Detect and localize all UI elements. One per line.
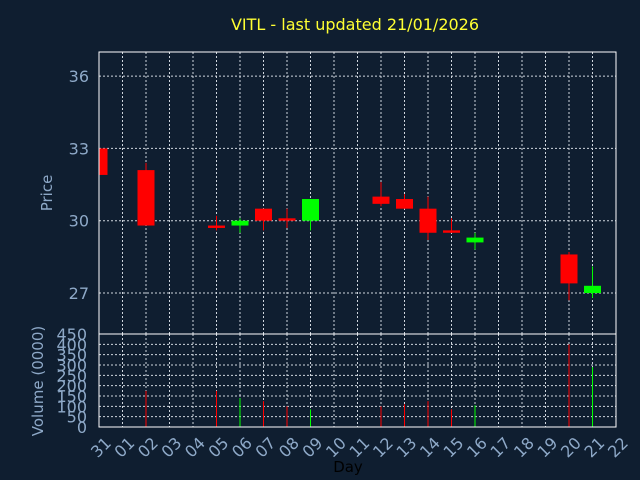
price-tick-label: 33 xyxy=(69,139,89,158)
price-candles xyxy=(99,148,601,301)
day-axis-label: Day xyxy=(333,458,363,476)
volume-tick-label: 150 xyxy=(56,387,87,406)
volume-grid xyxy=(98,333,617,428)
price-tick-label: 30 xyxy=(69,212,89,231)
candle-body xyxy=(278,218,296,221)
candle-body xyxy=(231,220,249,226)
candle-body xyxy=(443,230,460,233)
day-tick-label: 22 xyxy=(604,433,632,461)
candle-body xyxy=(137,170,155,226)
candle-body xyxy=(255,208,272,221)
volume-tick-label: 400 xyxy=(56,335,87,354)
chart-title: VITL - last updated 21/01/2026 xyxy=(231,15,479,34)
candle-body xyxy=(466,237,484,243)
price-tick-label: 36 xyxy=(69,67,89,86)
candle-body xyxy=(208,225,225,228)
price-tick-label: 27 xyxy=(69,284,89,303)
volume-plot-frame xyxy=(98,333,617,428)
candle-body xyxy=(396,199,413,209)
volume-tick-label: 100 xyxy=(56,397,87,416)
volume-tick-label: 300 xyxy=(56,356,87,375)
candle-body xyxy=(560,254,578,284)
price-axis-label: Price xyxy=(38,175,56,212)
price-axis-ticks: 27 30 33 36 xyxy=(69,67,89,303)
volume-tick-label: 0 xyxy=(77,418,87,437)
candle-body xyxy=(302,199,319,221)
price-grid xyxy=(98,52,617,334)
volume-tick-label: 50 xyxy=(67,408,87,427)
volume-tick-label: 200 xyxy=(56,377,87,396)
candle-body xyxy=(99,148,108,175)
volume-tick-label: 450 xyxy=(56,325,87,344)
volume-tick-label: 250 xyxy=(56,366,87,385)
candle-body xyxy=(372,196,390,204)
volume-tick-label: 350 xyxy=(56,346,87,365)
volume-bars xyxy=(145,344,593,427)
volume-axis-label: Volume (0000) xyxy=(29,326,47,436)
candle-body xyxy=(584,285,601,294)
candle-body xyxy=(419,208,437,233)
